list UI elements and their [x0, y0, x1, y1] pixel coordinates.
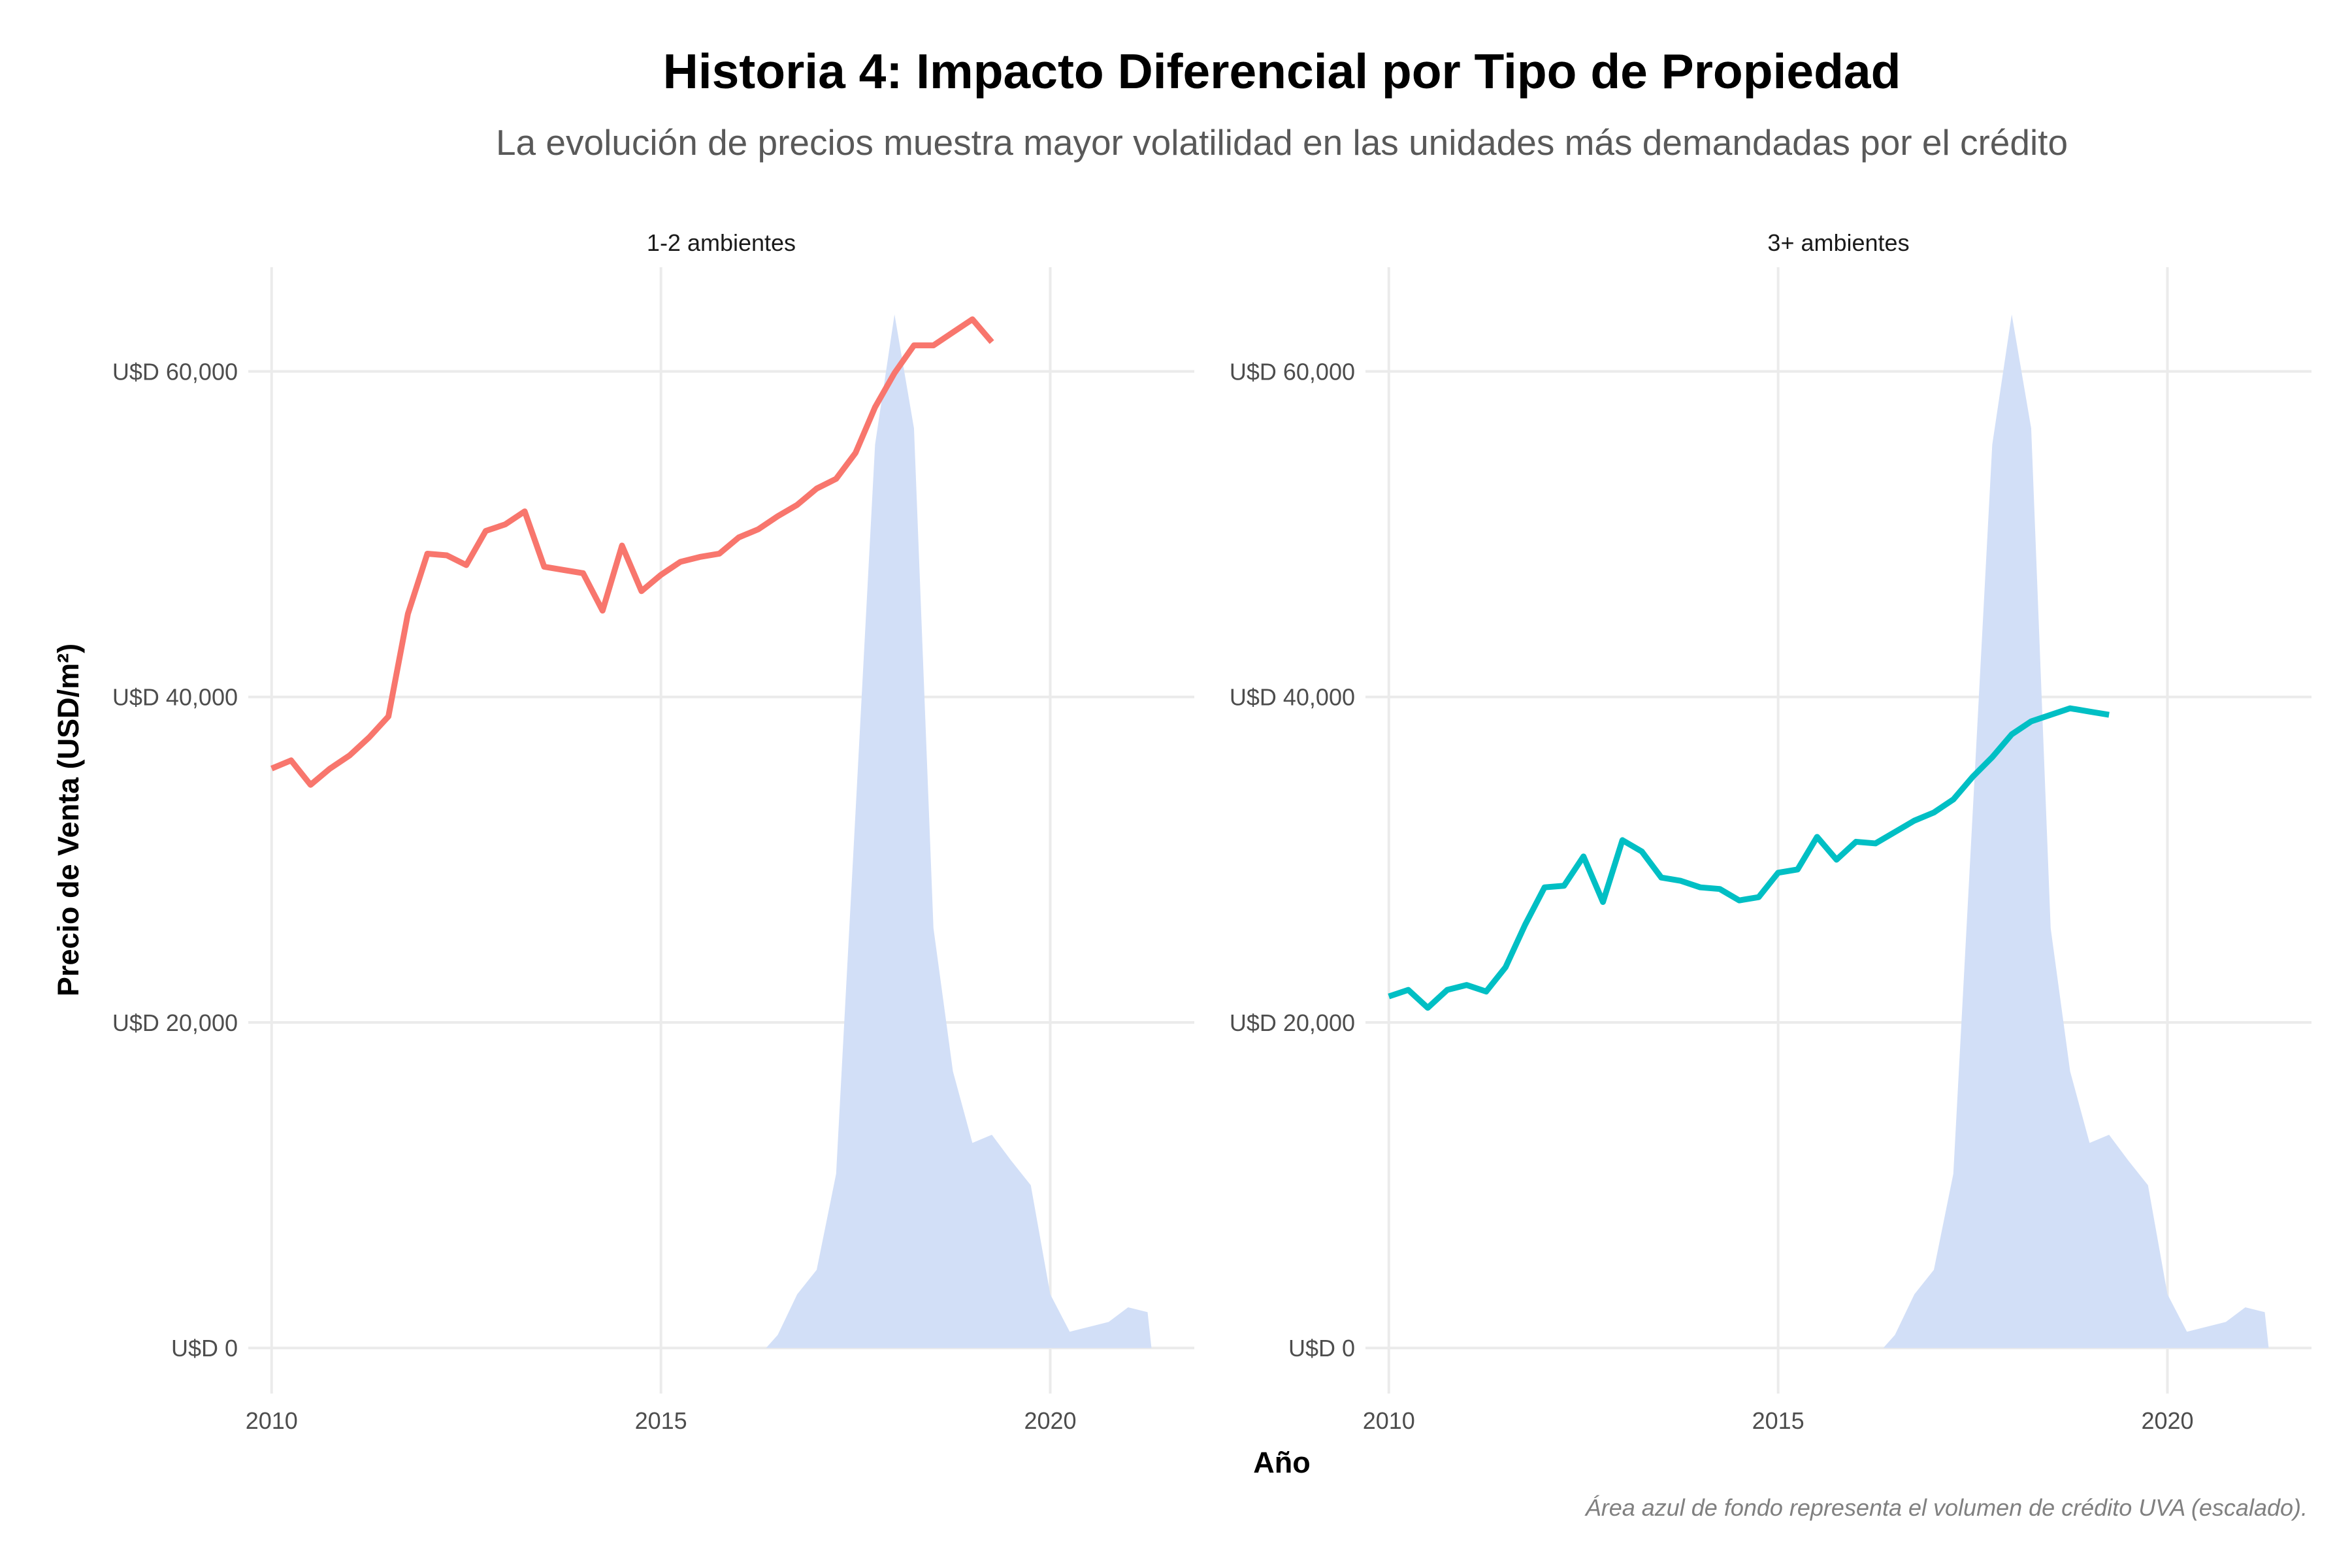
price-line — [270, 316, 994, 788]
x-tick-label: 2020 — [2141, 1407, 2193, 1434]
x-tick-label: 2010 — [246, 1407, 298, 1434]
facet-panel-3-ambientes: 3+ ambientes U$D 0 U$D 20,000 U$D 40,000 U$D… — [1230, 229, 2311, 1434]
facet-panel-1-2-ambientes: 1-2 ambientes U$D 0 U$D 20,000 U$D 40,000 U$… — [112, 229, 1194, 1434]
x-tick-label: 2010 — [1363, 1407, 1415, 1434]
y-tick-label: U$D 0 — [1288, 1335, 1355, 1362]
y-axis-title: Precio de Venta (USD/m²) — [52, 644, 85, 996]
chart-title: Historia 4: Impacto Diferencial por Tipo… — [663, 44, 1901, 99]
y-tick-label: U$D 40,000 — [112, 684, 238, 711]
x-tick-label: 2015 — [1752, 1407, 1805, 1434]
chart-caption: Área azul de fondo representa el volumen… — [1584, 1494, 2308, 1521]
y-tick-label: U$D 60,000 — [112, 358, 238, 385]
credit-volume-area — [766, 314, 1152, 1348]
y-tick-label: U$D 20,000 — [1230, 1009, 1355, 1036]
facet-label-3-ambientes: 3+ ambientes — [1767, 229, 1909, 256]
y-tick-label: U$D 40,000 — [1230, 684, 1355, 711]
x-axis-title: Año — [1253, 1446, 1310, 1479]
chart-subtitle: La evolución de precios muestra mayor vo… — [496, 122, 2068, 163]
facet-label-1-2-ambientes: 1-2 ambientes — [647, 229, 796, 256]
y-tick-label: U$D 60,000 — [1230, 358, 1355, 385]
x-tick-label: 2015 — [635, 1407, 687, 1434]
credit-volume-area — [1883, 314, 2269, 1348]
y-tick-label: U$D 0 — [171, 1335, 238, 1362]
y-tick-label: U$D 20,000 — [112, 1009, 238, 1036]
price-line — [1388, 705, 2110, 1011]
x-tick-label: 2020 — [1024, 1407, 1076, 1434]
